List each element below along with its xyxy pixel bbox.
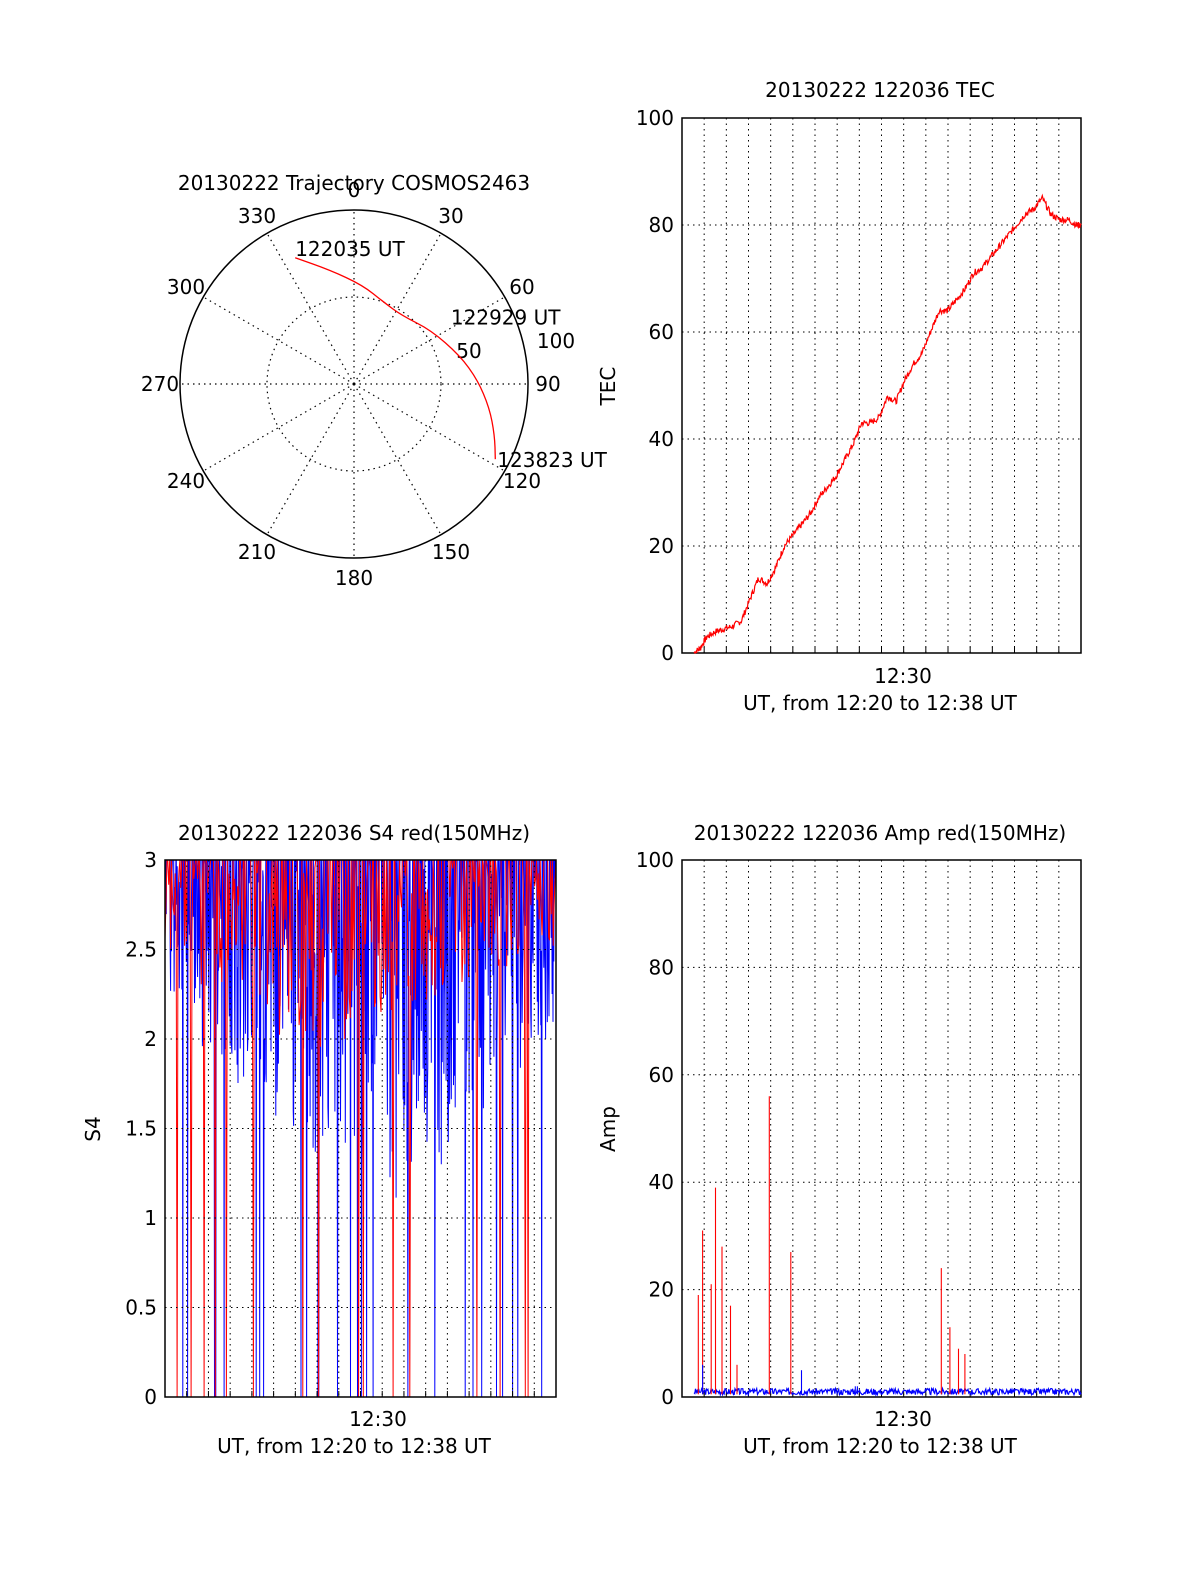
y-tick-label: 40 <box>649 427 674 451</box>
radial-label: 50 <box>456 339 481 363</box>
angle-label: 120 <box>503 469 541 493</box>
y-tick-label: 60 <box>649 1063 674 1087</box>
s4-x-tick-label: 12:30 <box>349 1407 407 1431</box>
polar-outer-ring <box>179 209 529 559</box>
s4-series <box>164 859 557 1398</box>
polar-spoke <box>353 233 442 385</box>
tec-x-tick-label: 12:30 <box>874 664 932 688</box>
trajectory-start-label: 122035 UT <box>295 237 405 261</box>
polar-spoke <box>203 296 355 385</box>
y-tick-label: 0 <box>661 1385 674 1409</box>
s4-title: 20130222 122036 S4 red(150MHz) <box>178 821 530 845</box>
y-tick-label: 20 <box>649 534 674 558</box>
s4-grid <box>164 859 557 1398</box>
angle-label: 180 <box>335 566 373 590</box>
trajectory-end-label: 123823 UT <box>497 448 607 472</box>
y-tick-label: 2.5 <box>125 938 157 962</box>
y-tick-label: 100 <box>636 106 674 130</box>
s4-x-label: UT, from 12:20 to 12:38 UT <box>217 1434 492 1458</box>
tec-y-label: TEC <box>596 367 620 407</box>
angle-label: 90 <box>535 372 560 396</box>
y-tick-label: 20 <box>649 1278 674 1302</box>
y-tick-label: 80 <box>649 213 674 237</box>
polar-grid <box>179 209 529 559</box>
tec-grid <box>681 117 1082 654</box>
trajectory-mid-label: 122929 UT <box>451 306 561 330</box>
angle-label: 150 <box>432 540 470 564</box>
y-tick-label: 80 <box>649 955 674 979</box>
tec-title: 20130222 122036 TEC <box>765 78 995 102</box>
polar-spoke <box>266 383 355 535</box>
trajectory-track <box>294 257 496 460</box>
polar-spoke <box>353 383 505 472</box>
y-tick-label: 100 <box>636 848 674 872</box>
amp-panel: 20130222 122036 Amp red(150MHz) 0 20 40 … <box>596 821 1082 1458</box>
angle-label: 270 <box>141 372 179 396</box>
plot-frame <box>164 859 557 1398</box>
trajectory-line <box>294 257 496 460</box>
y-tick-label: 0 <box>144 1385 157 1409</box>
amp-y-tick-labels: 0 20 40 60 80 100 <box>636 848 674 1409</box>
angle-label: 60 <box>509 275 534 299</box>
y-tick-label: 40 <box>649 1170 674 1194</box>
tec-series <box>693 193 1082 654</box>
amp-grid <box>681 859 1082 1398</box>
tec-y-tick-labels: 0 20 40 60 80 100 <box>636 106 674 665</box>
tec-line <box>693 193 1082 654</box>
angle-label: 210 <box>238 540 276 564</box>
polar-spoke <box>203 383 355 472</box>
y-tick-label: 1.5 <box>125 1117 157 1141</box>
polar-inner-ring <box>266 296 442 472</box>
plot-frame <box>681 859 1082 1398</box>
amp-x-label: UT, from 12:20 to 12:38 UT <box>743 1434 1018 1458</box>
amp-blue-baseline <box>693 1386 1082 1398</box>
trajectory-title: 20130222 Trajectory COSMOS2463 <box>178 171 530 195</box>
s4-panel: 20130222 122036 S4 red(150MHz) 0 0.5 1 1… <box>81 821 557 1458</box>
angle-label: 330 <box>238 204 276 228</box>
angle-label: 300 <box>167 275 205 299</box>
plot-frame <box>681 117 1082 654</box>
amp-series <box>693 1096 1082 1398</box>
tec-panel: 20130222 122036 TEC 0 20 40 60 80 100 12… <box>596 78 1082 715</box>
y-tick-label: 2 <box>144 1027 157 1051</box>
s4-y-tick-labels: 0 0.5 1 1.5 2 2.5 3 <box>125 848 157 1409</box>
polar-spoke <box>266 233 355 385</box>
radial-label: 100 <box>537 329 575 353</box>
amp-title: 20130222 122036 Amp red(150MHz) <box>694 821 1066 845</box>
y-tick-label: 60 <box>649 320 674 344</box>
polar-spoke <box>353 383 442 535</box>
y-tick-label: 3 <box>144 848 157 872</box>
tec-x-label: UT, from 12:20 to 12:38 UT <box>743 691 1018 715</box>
amp-y-label: Amp <box>596 1106 620 1152</box>
y-tick-label: 0 <box>661 641 674 665</box>
trajectory-panel: 20130222 Trajectory COSMOS2463 0 30 60 9… <box>141 171 608 590</box>
angle-label: 30 <box>438 204 463 228</box>
polar-angle-labels: 0 30 60 90 120 150 180 210 240 270 300 3… <box>141 178 575 590</box>
y-tick-label: 1 <box>144 1206 157 1230</box>
y-tick-label: 0.5 <box>125 1296 157 1320</box>
s4-y-label: S4 <box>81 1116 105 1141</box>
angle-label: 240 <box>167 469 205 493</box>
trajectory-annotations: 122035 UT 122929 UT 123823 UT <box>295 237 607 472</box>
amp-x-tick-label: 12:30 <box>874 1407 932 1431</box>
polar-spoke <box>353 296 505 385</box>
angle-label: 0 <box>348 178 361 202</box>
